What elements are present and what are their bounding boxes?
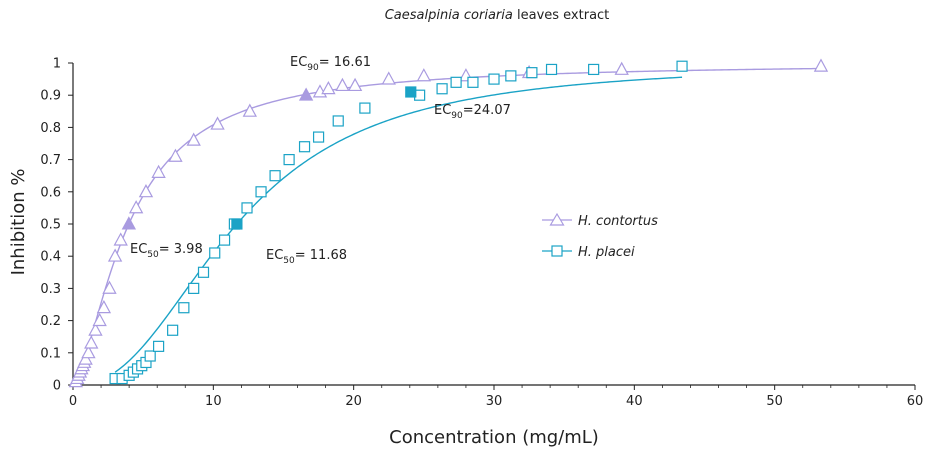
- x-tick-label: 60: [907, 394, 924, 409]
- x-tick-label: 10: [205, 394, 222, 409]
- data-point-series-0: [84, 335, 99, 349]
- data-point-series-0: [168, 148, 183, 162]
- data-point-series-1: [332, 115, 344, 127]
- y-tick-label: 0.1: [40, 346, 61, 361]
- data-point-series-1: [467, 76, 479, 88]
- data-point-series-0: [92, 312, 107, 327]
- highlight-point: [121, 216, 137, 230]
- data-point-series-1: [197, 266, 210, 278]
- annotation-ec50-contortus: EC50= 3.98: [130, 242, 203, 260]
- data-point-series-0: [88, 322, 103, 336]
- data-point-series-1: [359, 102, 371, 114]
- chart-title-italic: Caesalpinia coriaria: [385, 8, 513, 23]
- data-point-series-0: [347, 77, 363, 92]
- y-tick-label: 0.7: [40, 153, 61, 168]
- data-point-series-1: [178, 302, 190, 314]
- y-tick-label: 0: [53, 379, 61, 394]
- axes: 0 10 20 30 40 50 60 0 0.1 0.2 0.3 0.4 0.5 0.6 0.7 0.8 0.…: [40, 57, 923, 410]
- highlight-points: [121, 86, 417, 230]
- data-point-series-1: [450, 76, 462, 88]
- ec-annotations: EC50= 3.98 EC90= 16.61 EC50= 11.68 EC90=…: [130, 55, 511, 266]
- legend-marker-placei: [551, 245, 563, 257]
- y-tick-label: 0.3: [40, 282, 61, 297]
- data-point-series-0: [210, 116, 225, 130]
- data-point-series-1: [488, 73, 500, 85]
- data-point-series-0: [242, 103, 258, 117]
- data-point-series-0: [81, 345, 96, 359]
- y-tick-label: 1: [53, 57, 61, 72]
- x-tick-label: 30: [486, 394, 503, 409]
- data-point-series-1: [255, 186, 267, 198]
- data-point-series-0: [138, 184, 154, 198]
- legend: H. contortus H. placei: [542, 212, 658, 260]
- data-point-series-1: [241, 202, 253, 214]
- data-point-series-0: [113, 232, 128, 246]
- chart-title-rest: leaves extract: [513, 8, 609, 23]
- data-point-series-0: [416, 68, 432, 82]
- highlight-point: [298, 87, 314, 101]
- data-point-series-1: [588, 63, 600, 76]
- legend-marker-contortus: [549, 212, 565, 226]
- x-axis-title: Concentration (mg/mL): [389, 427, 599, 448]
- annotation-ec50-placei: EC50= 11.68: [266, 248, 347, 266]
- data-point-series-1: [312, 131, 325, 143]
- data-point-series-1: [436, 83, 448, 95]
- highlight-point: [405, 86, 417, 98]
- data-point-series-0: [78, 351, 93, 365]
- y-tick-label: 0.4: [40, 250, 61, 265]
- data-point-series-1: [676, 60, 688, 72]
- data-point-series-1: [298, 141, 311, 153]
- curve-series-0: [75, 67, 821, 383]
- data-point-series-1: [218, 234, 231, 246]
- data-point-series-1: [269, 170, 281, 182]
- data-point-series-1: [209, 247, 221, 259]
- annotation-ec90-contortus: EC90= 16.61: [290, 55, 371, 73]
- data-point-series-0: [96, 299, 112, 314]
- y-tick-label: 0.5: [40, 218, 61, 233]
- data-point-series-1: [526, 67, 538, 79]
- data-point-series-0: [151, 164, 166, 178]
- y-tick-label: 0.2: [40, 314, 61, 329]
- data-point-series-0: [107, 248, 123, 262]
- x-tick-label: 0: [69, 394, 77, 409]
- data-point-series-1: [188, 282, 200, 294]
- data-point-series-0: [813, 58, 829, 72]
- annotation-ec90-placei: EC90=24.07: [434, 103, 511, 121]
- y-tick-label: 0.9: [40, 89, 61, 104]
- chart-title: Caesalpinia coriaria leaves extract: [385, 8, 610, 23]
- x-tick-label: 20: [345, 394, 362, 409]
- data-point-series-1: [167, 324, 179, 336]
- legend-label-contortus: H. contortus: [578, 214, 658, 229]
- data-point-series-1: [283, 154, 295, 166]
- data-point-series-1: [144, 350, 156, 362]
- data-point-series-0: [102, 280, 117, 294]
- data-point-series-0: [335, 77, 350, 92]
- data-point-series-0: [321, 81, 336, 95]
- data-point-series-0: [381, 71, 396, 85]
- y-axis-title: Inhibition %: [8, 169, 29, 276]
- legend-label-placei: H. placei: [578, 245, 635, 260]
- data-point-series-1: [153, 340, 165, 352]
- data-point-series-1: [505, 70, 517, 82]
- x-tick-label: 50: [766, 394, 783, 409]
- data-point-series-0: [614, 61, 629, 75]
- highlight-point: [231, 218, 243, 230]
- x-tick-label: 40: [626, 394, 643, 409]
- data-point-series-0: [186, 132, 201, 146]
- data-point-series-0: [128, 200, 144, 214]
- data-point-series-1: [545, 63, 558, 76]
- y-tick-label: 0.6: [40, 185, 61, 200]
- y-tick-label: 0.8: [40, 121, 61, 136]
